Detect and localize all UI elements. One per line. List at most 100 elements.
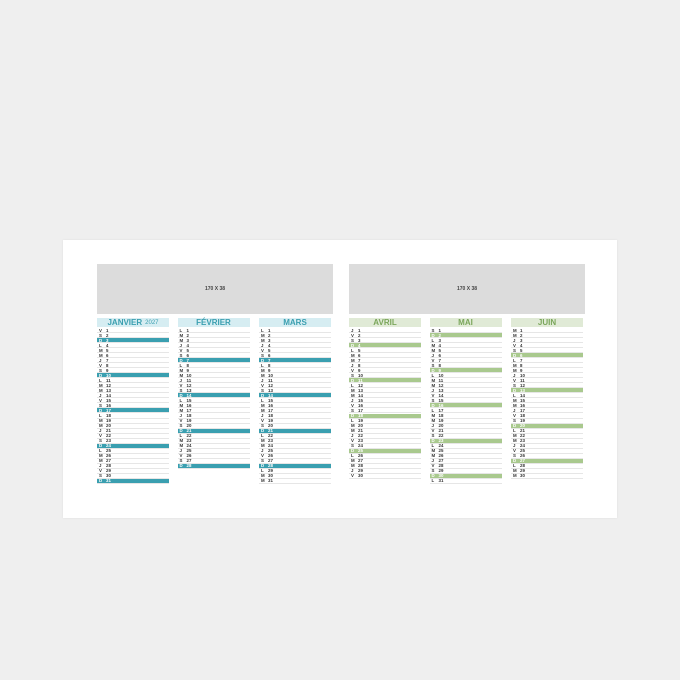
weekday: M: [351, 423, 355, 429]
day-row: M 26: [429, 453, 502, 459]
weekday: J: [431, 387, 434, 393]
weekday: M: [261, 438, 265, 444]
weekday: L: [99, 448, 102, 454]
weekday: S: [261, 387, 264, 393]
weekday: V: [431, 392, 435, 398]
weekday: D: [261, 428, 265, 434]
day-number: 15: [268, 397, 273, 403]
day-number: 13: [358, 387, 363, 393]
day-number: 3: [186, 337, 189, 343]
day-row: L 10: [429, 373, 502, 379]
day-row: M 16: [511, 403, 583, 409]
weekday: M: [261, 402, 265, 408]
day-row: V 30: [349, 473, 421, 479]
weekday: V: [99, 468, 102, 474]
day-row: L 28: [511, 463, 583, 469]
day-number: 21: [106, 428, 111, 434]
day-row: J 10: [511, 373, 583, 379]
day-number: 13: [106, 387, 111, 393]
day-row: M 12: [97, 383, 169, 389]
day-number: 16: [438, 402, 444, 408]
day-row: L 15: [177, 398, 250, 404]
day-number: 2: [520, 332, 523, 338]
day-row: L 15: [259, 397, 331, 404]
weekday: L: [431, 443, 435, 449]
day-number: 5: [106, 347, 109, 353]
day-row: D 21: [177, 428, 250, 434]
month-name: AVRIL: [373, 318, 397, 327]
day-number: 17: [268, 407, 273, 413]
day-number: 9: [186, 367, 189, 373]
day-number: 15: [438, 397, 444, 403]
weekday: S: [261, 458, 264, 464]
day-number: 9: [268, 367, 271, 373]
day-number: 13: [268, 387, 273, 393]
day-number: 28: [186, 463, 192, 469]
day-number: 19: [106, 418, 111, 424]
day-number: 23: [358, 438, 363, 444]
day-number: 19: [438, 418, 444, 424]
day-number: 13: [186, 387, 192, 393]
day-row: J 28: [97, 463, 169, 469]
weekday: J: [431, 423, 434, 429]
day-number: 23: [438, 438, 444, 444]
weekday: L: [179, 327, 183, 333]
weekday: D: [179, 463, 183, 469]
day-number: 26: [520, 453, 525, 459]
weekday: S: [179, 387, 183, 393]
weekday: M: [179, 337, 184, 343]
weekday: D: [261, 392, 265, 398]
day-row: J 25: [259, 448, 331, 454]
weekday: M: [179, 402, 184, 408]
day-number: 30: [520, 473, 525, 479]
day-number: 18: [186, 413, 192, 418]
day-row: L 21: [511, 428, 583, 434]
weekday: J: [99, 463, 102, 469]
weekday: S: [431, 327, 435, 333]
weekday: L: [351, 453, 354, 459]
weekday: M: [431, 342, 436, 348]
day-row: V 16: [349, 403, 421, 409]
weekday: V: [351, 367, 354, 373]
weekday: V: [99, 362, 102, 368]
day-number: 14: [186, 392, 192, 398]
day-number: 27: [438, 458, 444, 464]
day-number: 28: [520, 463, 525, 469]
day-row: S 24: [349, 443, 421, 449]
month-header: MARS: [259, 318, 331, 327]
logo-placeholder: 170 X 38: [97, 264, 333, 314]
day-row: J 29: [349, 468, 421, 474]
day-row: D 21: [259, 428, 331, 434]
day-number: 7: [186, 357, 189, 363]
day-number: 16: [268, 402, 273, 408]
day-number: 11: [438, 377, 444, 383]
weekday: M: [99, 387, 103, 393]
weekday: L: [513, 357, 516, 363]
day-row: S 22: [429, 433, 502, 439]
day-row: M 10: [177, 373, 250, 379]
day-number: 4: [520, 342, 523, 348]
day-number: 15: [106, 397, 111, 403]
day-row: D 30: [429, 473, 502, 479]
day-row: J 11: [259, 378, 331, 384]
weekday: S: [99, 473, 102, 479]
weekday: M: [513, 438, 517, 444]
weekday: V: [179, 453, 183, 459]
weekday: V: [513, 377, 516, 383]
weekday: M: [351, 387, 355, 393]
day-number: 22: [268, 433, 273, 439]
weekday: S: [99, 367, 102, 373]
day-number: 28: [268, 463, 273, 469]
day-row: M 23: [511, 438, 583, 444]
day-number: 17: [358, 407, 363, 413]
weekday: J: [179, 413, 182, 418]
day-number: 14: [268, 392, 273, 398]
